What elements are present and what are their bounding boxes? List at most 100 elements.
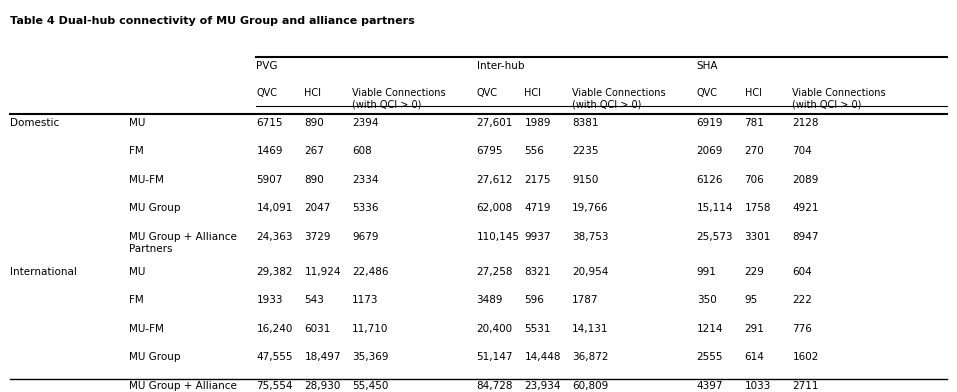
Text: 19,766: 19,766 xyxy=(572,203,609,214)
Text: MU-FM: MU-FM xyxy=(129,175,164,185)
Text: International: International xyxy=(10,267,77,277)
Text: 2334: 2334 xyxy=(352,175,379,185)
Text: 890: 890 xyxy=(304,118,324,128)
Text: 51,147: 51,147 xyxy=(477,352,513,363)
Text: 15,114: 15,114 xyxy=(697,203,733,214)
Text: MU: MU xyxy=(129,267,145,277)
Text: 14,448: 14,448 xyxy=(524,352,561,363)
Text: 95: 95 xyxy=(745,295,758,305)
Text: 27,258: 27,258 xyxy=(477,267,513,277)
Text: 1989: 1989 xyxy=(524,118,551,128)
Text: Inter-hub: Inter-hub xyxy=(477,61,524,71)
Text: 9679: 9679 xyxy=(352,232,379,242)
Text: 11,924: 11,924 xyxy=(304,267,341,277)
Text: MU Group: MU Group xyxy=(129,352,181,363)
Text: 8947: 8947 xyxy=(792,232,819,242)
Text: 9937: 9937 xyxy=(524,232,551,242)
Text: SHA: SHA xyxy=(697,61,718,71)
Text: PVG: PVG xyxy=(256,61,278,71)
Text: MU Group: MU Group xyxy=(129,203,181,214)
Text: 543: 543 xyxy=(304,295,324,305)
Text: QVC: QVC xyxy=(697,88,718,98)
Text: 14,091: 14,091 xyxy=(256,203,293,214)
Text: 5907: 5907 xyxy=(256,175,283,185)
Text: 1033: 1033 xyxy=(745,381,771,391)
Text: 608: 608 xyxy=(352,146,372,156)
Text: 890: 890 xyxy=(304,175,324,185)
Text: 9150: 9150 xyxy=(572,175,599,185)
Text: 5336: 5336 xyxy=(352,203,379,214)
Text: 596: 596 xyxy=(524,295,545,305)
Text: 3301: 3301 xyxy=(745,232,771,242)
Text: 23,934: 23,934 xyxy=(524,381,561,391)
Text: 27,612: 27,612 xyxy=(477,175,513,185)
Text: 4719: 4719 xyxy=(524,203,551,214)
Text: 2047: 2047 xyxy=(304,203,331,214)
Text: 24,363: 24,363 xyxy=(256,232,293,242)
Text: 706: 706 xyxy=(745,175,765,185)
Text: HCI: HCI xyxy=(304,88,322,98)
Text: 2128: 2128 xyxy=(792,118,819,128)
Text: 781: 781 xyxy=(745,118,765,128)
Text: 1469: 1469 xyxy=(256,146,283,156)
Text: 1214: 1214 xyxy=(697,324,723,334)
Text: 222: 222 xyxy=(792,295,812,305)
Text: 11,710: 11,710 xyxy=(352,324,389,334)
Text: 2235: 2235 xyxy=(572,146,599,156)
Text: HCI: HCI xyxy=(745,88,762,98)
Text: 110,145: 110,145 xyxy=(477,232,520,242)
Text: 18,497: 18,497 xyxy=(304,352,341,363)
Text: 35,369: 35,369 xyxy=(352,352,389,363)
Text: MU Group + Alliance
Partners: MU Group + Alliance Partners xyxy=(129,381,237,392)
Text: 75,554: 75,554 xyxy=(256,381,293,391)
Text: 2555: 2555 xyxy=(697,352,723,363)
Text: 27,601: 27,601 xyxy=(477,118,513,128)
Text: 6031: 6031 xyxy=(304,324,331,334)
Text: 3729: 3729 xyxy=(304,232,331,242)
Text: MU: MU xyxy=(129,118,145,128)
Text: 614: 614 xyxy=(745,352,765,363)
Text: 6795: 6795 xyxy=(477,146,503,156)
Text: Viable Connections
(with QCI > 0): Viable Connections (with QCI > 0) xyxy=(352,88,446,110)
Text: 4921: 4921 xyxy=(792,203,819,214)
Text: QVC: QVC xyxy=(477,88,498,98)
Text: Table 4 Dual-hub connectivity of MU Group and alliance partners: Table 4 Dual-hub connectivity of MU Grou… xyxy=(10,16,414,26)
Text: 229: 229 xyxy=(745,267,765,277)
Text: 704: 704 xyxy=(792,146,812,156)
Text: 5531: 5531 xyxy=(524,324,551,334)
Text: 1173: 1173 xyxy=(352,295,379,305)
Text: 84,728: 84,728 xyxy=(477,381,513,391)
Text: 14,131: 14,131 xyxy=(572,324,609,334)
Text: 2394: 2394 xyxy=(352,118,379,128)
Text: HCI: HCI xyxy=(524,88,542,98)
Text: 2711: 2711 xyxy=(792,381,819,391)
Text: 20,400: 20,400 xyxy=(477,324,513,334)
Text: 2175: 2175 xyxy=(524,175,551,185)
Text: 62,008: 62,008 xyxy=(477,203,513,214)
Text: 22,486: 22,486 xyxy=(352,267,389,277)
Text: 8381: 8381 xyxy=(572,118,599,128)
Text: 60,809: 60,809 xyxy=(572,381,609,391)
Text: 267: 267 xyxy=(304,146,324,156)
Text: 29,382: 29,382 xyxy=(256,267,293,277)
Text: 47,555: 47,555 xyxy=(256,352,293,363)
Text: 604: 604 xyxy=(792,267,812,277)
Text: 6126: 6126 xyxy=(697,175,723,185)
Text: 291: 291 xyxy=(745,324,765,334)
Text: 3489: 3489 xyxy=(477,295,503,305)
Text: 36,872: 36,872 xyxy=(572,352,609,363)
Text: FM: FM xyxy=(129,146,144,156)
Text: Domestic: Domestic xyxy=(10,118,58,128)
Text: Viable Connections
(with QCI > 0): Viable Connections (with QCI > 0) xyxy=(792,88,886,110)
Text: Viable Connections
(with QCI > 0): Viable Connections (with QCI > 0) xyxy=(572,88,666,110)
Text: 4397: 4397 xyxy=(697,381,723,391)
Text: 6919: 6919 xyxy=(697,118,723,128)
Text: 2069: 2069 xyxy=(697,146,723,156)
Text: 1933: 1933 xyxy=(256,295,283,305)
Text: 25,573: 25,573 xyxy=(697,232,733,242)
Text: MU-FM: MU-FM xyxy=(129,324,164,334)
Text: 2089: 2089 xyxy=(792,175,819,185)
Text: 350: 350 xyxy=(697,295,717,305)
Text: 776: 776 xyxy=(792,324,812,334)
Text: 1602: 1602 xyxy=(792,352,819,363)
